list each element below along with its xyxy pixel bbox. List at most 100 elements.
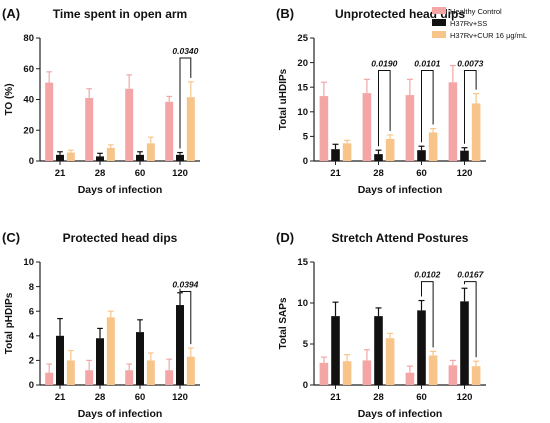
panel-letter: (D) — [276, 230, 294, 245]
bar-h37rv-cur-16-g-ml — [106, 317, 115, 385]
bar-healthy-control — [45, 372, 54, 385]
bar-healthy-control — [85, 370, 94, 385]
bar-h37rv-ss — [331, 149, 340, 161]
significance-bracket — [378, 69, 391, 147]
y-tick-label: 4 — [29, 331, 35, 342]
bar-healthy-control — [448, 365, 458, 385]
p-value-label: 0.0101 — [414, 58, 440, 68]
x-tick-label: 60 — [416, 168, 427, 179]
x-tick-label: 60 — [416, 392, 427, 403]
y-tick-label: 20 — [297, 58, 308, 69]
bar-h37rv-cur-16-g-ml — [385, 338, 395, 385]
bar-h37rv-ss — [374, 154, 383, 161]
x-tick-label: 120 — [172, 168, 188, 179]
bar-h37rv-ss — [176, 305, 184, 385]
legend-label: Healthy Control — [450, 7, 502, 16]
significance-bracket — [421, 281, 434, 348]
p-value-label: 0.0102 — [414, 270, 440, 280]
x-axis-label: Days of infection — [78, 184, 163, 196]
x-axis-label: Days of infection — [78, 408, 163, 420]
bar-h37rv-ss — [417, 150, 426, 161]
panel-c: (C) Protected head dips 0 2 4 6 8 10 21 28 60 120 Da… — [2, 230, 200, 420]
x-tick-label: 21 — [330, 168, 341, 179]
x-tick-label: 120 — [457, 392, 473, 403]
panel-d: (D) Stretch Attend Postures 0 5 10 15 21 28 60 12… — [276, 230, 486, 420]
y-tick-label: 15 — [297, 257, 308, 268]
bar-healthy-control — [405, 372, 415, 385]
y-tick-label: 10 — [297, 298, 308, 309]
panel-title: Stretch Attend Postures — [332, 231, 469, 245]
x-tick-label: 120 — [172, 392, 188, 403]
panel-letter: (B) — [276, 6, 294, 21]
bar-healthy-control — [45, 82, 54, 161]
y-axis-label: Total uHDIPs — [278, 68, 289, 130]
y-tick-label: 0 — [303, 156, 308, 167]
panel-a: (A) Time spent in open arm 0 20 40 60 80 21 28 60… — [2, 6, 200, 196]
bar-h37rv-cur-16-g-ml — [471, 103, 481, 161]
bar-h37rv-cur-16-g-ml — [66, 360, 75, 385]
bar-h37rv-ss — [417, 310, 426, 385]
bar-h37rv-cur-16-g-ml — [146, 360, 155, 385]
legend-label: H37Rv+SS — [450, 19, 487, 28]
y-tick-label: 15 — [297, 82, 308, 93]
bar-h37rv-ss — [331, 316, 340, 385]
legend-swatch — [432, 19, 446, 26]
bar-h37rv-cur-16-g-ml — [428, 355, 438, 385]
p-value-label: 0.0394 — [172, 280, 198, 290]
y-tick-label: 5 — [303, 132, 309, 143]
y-tick-label: 8 — [29, 282, 34, 293]
x-tick-label: 60 — [135, 392, 146, 403]
x-tick-label: 28 — [373, 392, 384, 403]
legend-swatch — [432, 7, 446, 14]
y-tick-label: 40 — [23, 95, 34, 106]
panel-title: Time spent in open arm — [53, 7, 187, 21]
p-value-label: 0.0167 — [457, 270, 484, 280]
bar-healthy-control — [405, 95, 415, 161]
legend: Healthy Control H37Rv+SS H37Rv+CUR 16 μg/m… — [432, 7, 527, 40]
bar-healthy-control — [362, 360, 372, 385]
bar-h37rv-ss — [96, 156, 104, 161]
bar-healthy-control — [448, 82, 458, 161]
y-tick-label: 20 — [23, 125, 34, 136]
bar-healthy-control — [125, 370, 134, 385]
bar-h37rv-cur-16-g-ml — [428, 132, 438, 161]
bar-h37rv-cur-16-g-ml — [385, 138, 395, 161]
bar-healthy-control — [165, 370, 174, 385]
y-tick-label: 25 — [297, 33, 308, 44]
bar-h37rv-cur-16-g-ml — [106, 147, 115, 161]
panel-letter: (C) — [2, 230, 20, 245]
bar-h37rv-cur-16-g-ml — [186, 97, 195, 161]
bar-h37rv-cur-16-g-ml — [66, 152, 75, 161]
bar-h37rv-cur-16-g-ml — [342, 361, 352, 385]
bar-h37rv-cur-16-g-ml — [342, 143, 352, 161]
bar-h37rv-ss — [460, 301, 469, 385]
x-tick-label: 28 — [95, 168, 106, 179]
bar-h37rv-cur-16-g-ml — [146, 143, 155, 161]
x-tick-label: 28 — [95, 392, 106, 403]
panel-letter: (A) — [2, 6, 20, 21]
bar-healthy-control — [165, 101, 174, 161]
y-tick-label: 2 — [29, 356, 34, 367]
bar-h37rv-ss — [176, 154, 184, 161]
y-axis-label: TO (%) — [4, 83, 15, 115]
significance-bracket — [179, 288, 192, 345]
significance-bracket — [464, 281, 477, 358]
p-value-label: 0.0073 — [457, 58, 483, 68]
y-axis-label: Total SAPs — [278, 297, 289, 349]
x-tick-label: 21 — [55, 392, 66, 403]
x-tick-label: 28 — [373, 168, 384, 179]
panel-title: Protected head dips — [63, 231, 178, 245]
y-axis-label: Total pHDIPs — [4, 292, 15, 354]
legend-swatch — [432, 31, 446, 38]
bar-h37rv-ss — [136, 332, 144, 385]
y-tick-label: 80 — [23, 33, 34, 44]
bar-healthy-control — [125, 88, 134, 161]
p-value-label: 0.0190 — [371, 58, 397, 68]
y-tick-label: 60 — [23, 64, 34, 75]
bar-h37rv-ss — [56, 335, 64, 385]
x-tick-label: 21 — [55, 168, 66, 179]
bar-h37rv-cur-16-g-ml — [186, 356, 195, 385]
bar-h37rv-ss — [136, 154, 144, 161]
y-tick-label: 0 — [29, 380, 34, 391]
